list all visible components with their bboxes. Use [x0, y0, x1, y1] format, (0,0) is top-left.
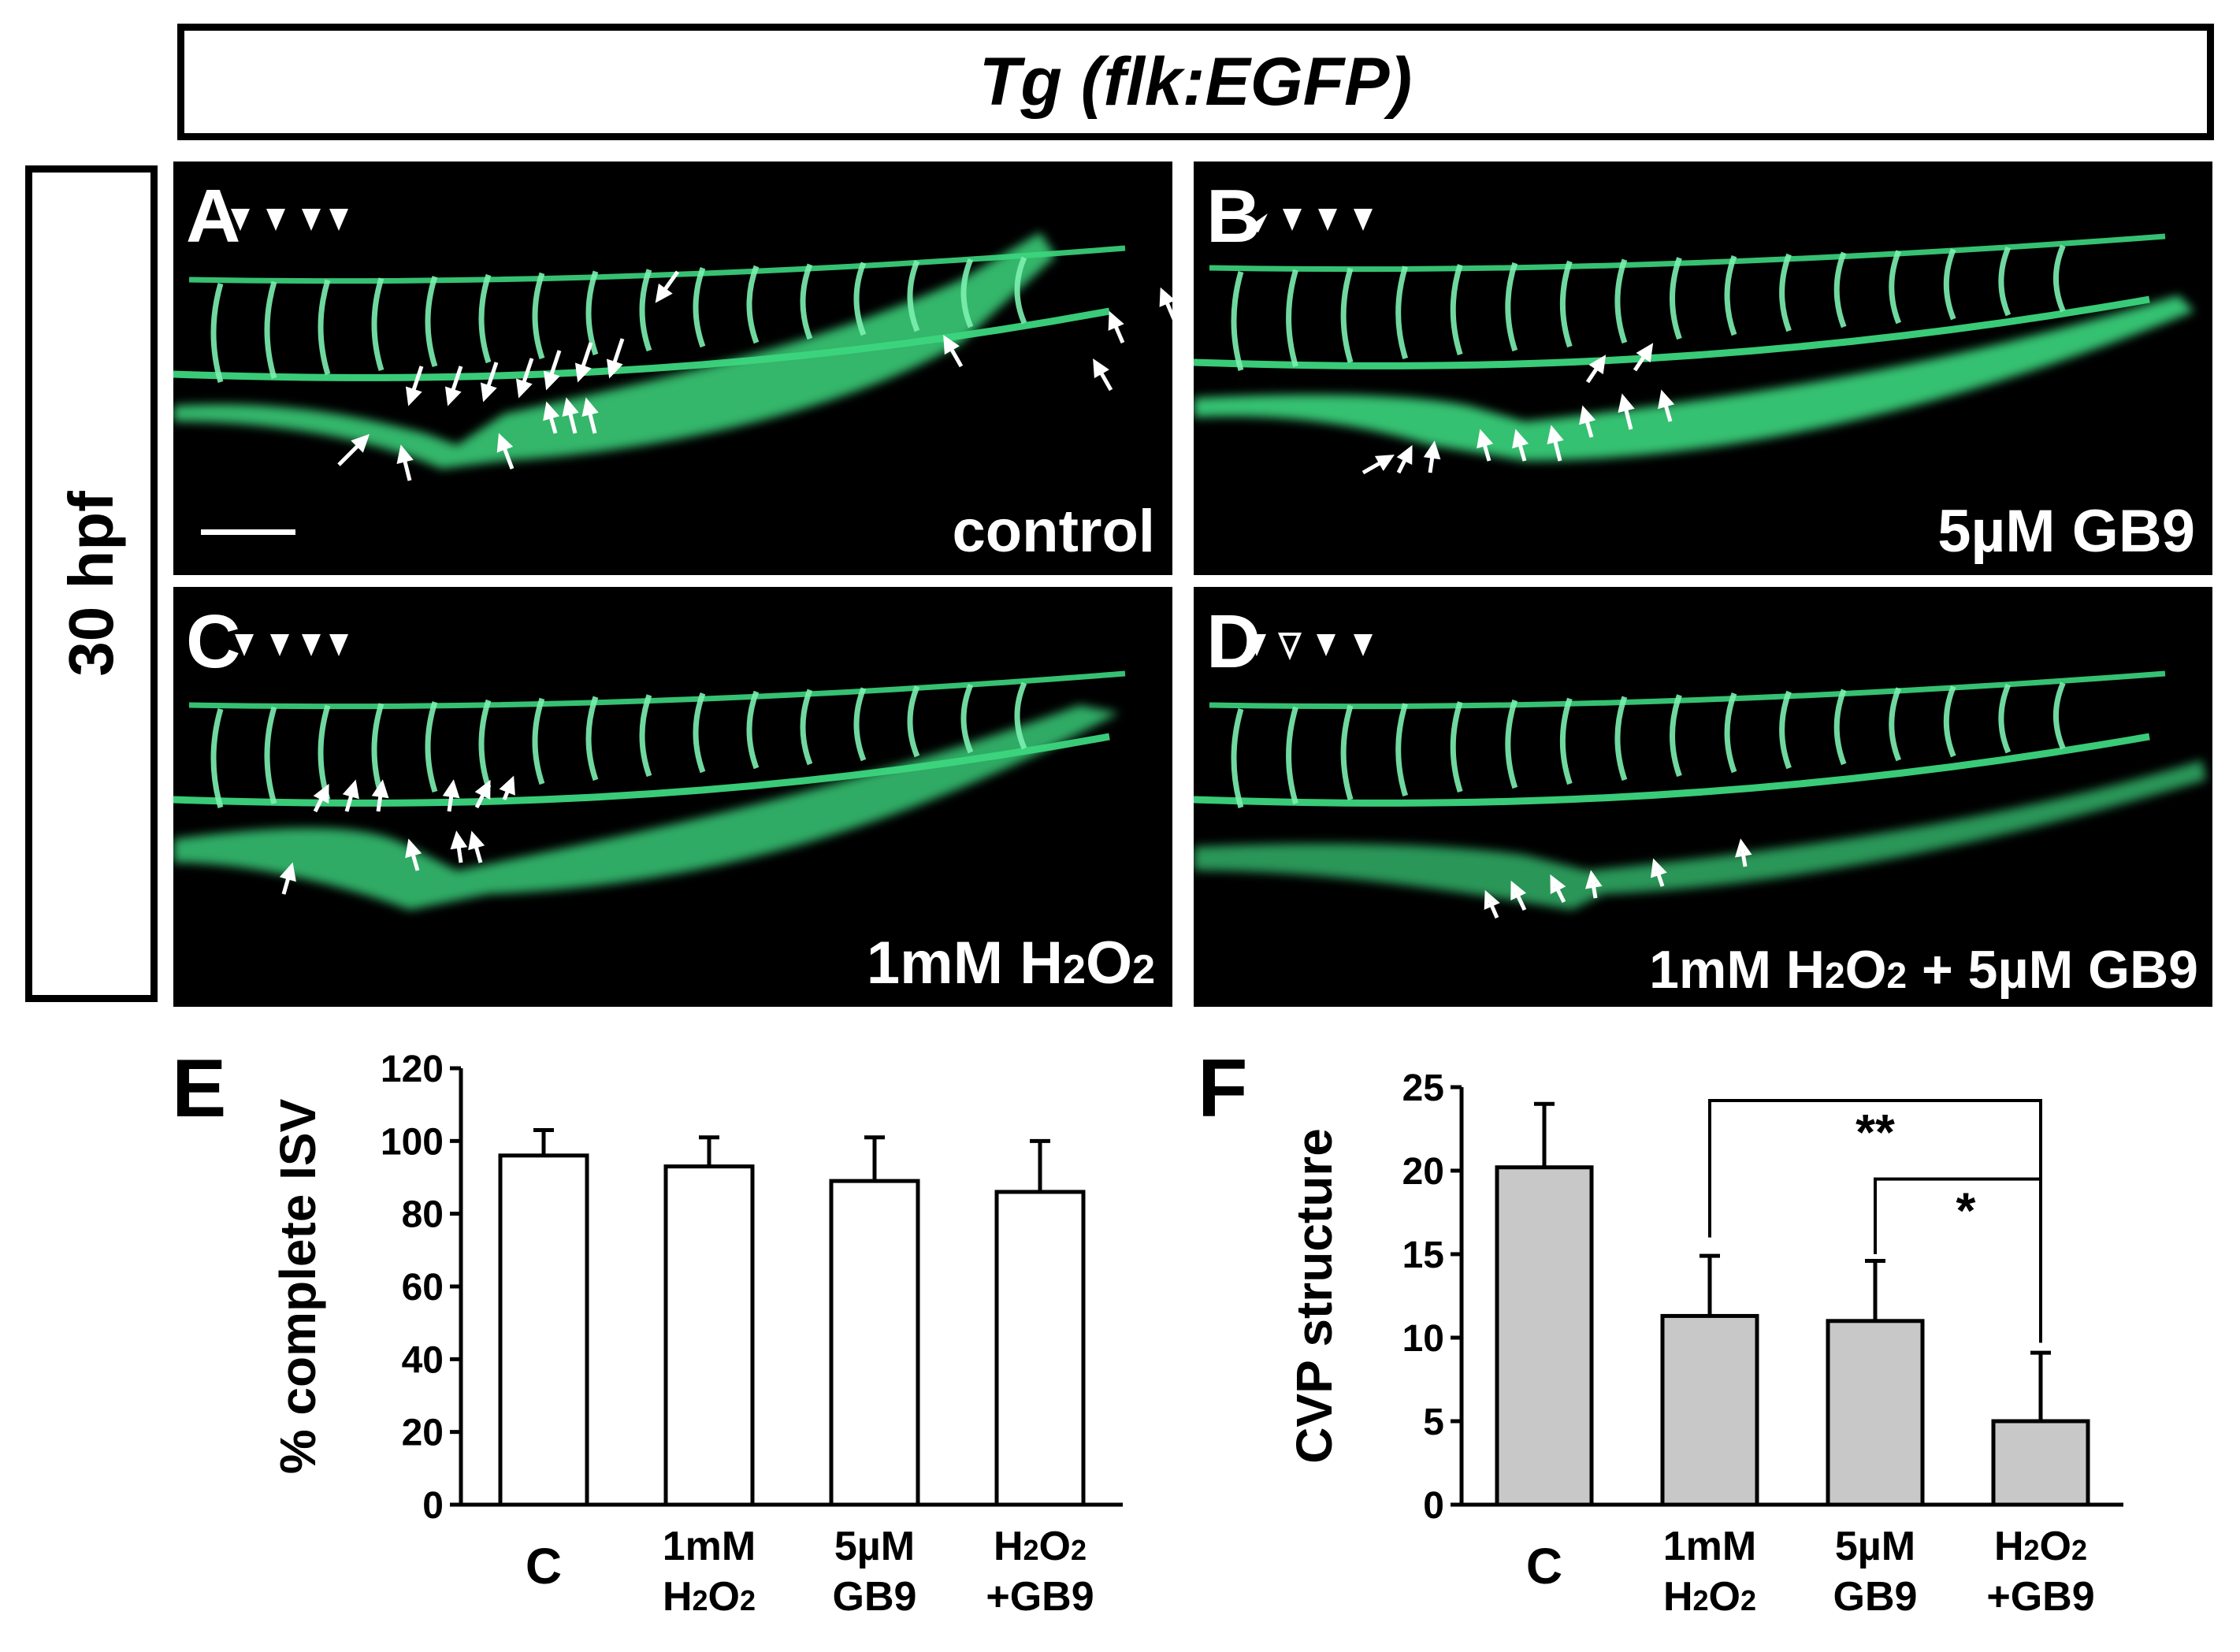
figure-title: Tg (flk:EGFP): [979, 43, 1413, 120]
chart-f-cvp-structure: CVP structure 0 5 10 15 20 25 C 1mM H2O2 5µM GB9 H2O…: [1286, 1067, 2123, 1620]
y-axis-label: % complete ISV: [269, 1098, 326, 1474]
panel-c-image: C 1mM H2O2: [173, 587, 1172, 1007]
panel-d-vasculature: [1194, 633, 2206, 919]
x-tick-label: 5µM: [1835, 1524, 1915, 1569]
x-tick-label: C: [526, 1538, 562, 1594]
x-tick-label: H2O2: [1994, 1524, 2087, 1569]
scale-bar: [201, 529, 295, 535]
x-tick-label: H2O2: [1663, 1574, 1756, 1620]
panel-a-letter: A: [186, 174, 241, 258]
panel-b-letter: B: [1206, 174, 1261, 258]
panel-d-image: D 1mM H2O2 + 5µM GB9: [1194, 587, 2212, 1007]
x-tick-label: 1mM: [663, 1524, 756, 1569]
figure-title-box: Tg (flk:EGFP): [177, 24, 2214, 140]
timepoint-box: 30 hpf: [25, 165, 158, 1002]
y-tick-label: 80: [402, 1194, 444, 1236]
bar: [663, 1164, 755, 1507]
x-tick-label: +GB9: [1986, 1574, 2094, 1620]
bar: [994, 1190, 1086, 1507]
panel-a-image: A control: [173, 161, 1172, 575]
x-tick-label: GB9: [833, 1574, 917, 1620]
significance-bracket: [1874, 1177, 2042, 1343]
x-tick-label: +GB9: [986, 1574, 1094, 1620]
panel-c-vasculature: [173, 634, 1126, 910]
x-tick-label: 1mM: [1663, 1524, 1756, 1569]
y-tick-label: 10: [1402, 1318, 1444, 1360]
chart-e-complete-isv: % complete ISV 0 20 40 60 80 100 120 C 1mM H2O2 5µM…: [269, 1049, 1123, 1620]
y-axis-label: CVP structure: [1286, 1128, 1343, 1464]
bar: [1495, 1165, 1594, 1507]
bar: [829, 1179, 920, 1507]
y-tick-label: 25: [1402, 1067, 1444, 1109]
panel-d-letter: D: [1206, 600, 1261, 684]
panel-d-caption: 1mM H2O2 + 5µM GB9: [1649, 940, 2198, 1000]
y-tick-label: 5: [1423, 1401, 1444, 1443]
panel-e-letter: E: [172, 1043, 227, 1134]
y-tick-label: 40: [402, 1339, 444, 1381]
panel-a-vasculature: [173, 209, 1172, 481]
significance-label: *: [1956, 1182, 1976, 1239]
bar: [1660, 1313, 1759, 1507]
bar: [1826, 1319, 1925, 1507]
panel-b-caption: 5µM GB9: [1937, 498, 2195, 565]
bar: [498, 1153, 589, 1507]
panel-c-letter: C: [186, 600, 241, 684]
x-tick-label: C: [1526, 1538, 1562, 1594]
y-tick-label: 120: [381, 1049, 444, 1090]
panel-a-caption: control: [952, 498, 1155, 565]
y-tick-label: 100: [381, 1121, 444, 1163]
panel-c-caption: 1mM H2O2: [866, 930, 1155, 997]
y-tick-label: 20: [1402, 1151, 1444, 1193]
x-tick-label: H2O2: [994, 1524, 1087, 1569]
timepoint-label: 30 hpf: [56, 491, 126, 677]
y-tick-label: 60: [402, 1267, 444, 1309]
x-tick-label: 5µM: [834, 1524, 915, 1569]
x-tick-label: H2O2: [663, 1574, 756, 1620]
y-tick-label: 0: [422, 1485, 444, 1527]
y-tick-label: 20: [402, 1413, 444, 1454]
significance-label: **: [1856, 1104, 1895, 1160]
y-tick-label: 0: [1423, 1485, 1444, 1527]
bar: [1991, 1419, 2090, 1507]
panel-b-image: B 5µM GB9: [1194, 161, 2212, 575]
panel-f-letter: F: [1198, 1043, 1248, 1134]
panel-b-vasculature: [1194, 209, 2194, 475]
x-tick-label: GB9: [1833, 1574, 1918, 1620]
y-tick-label: 15: [1402, 1234, 1444, 1276]
